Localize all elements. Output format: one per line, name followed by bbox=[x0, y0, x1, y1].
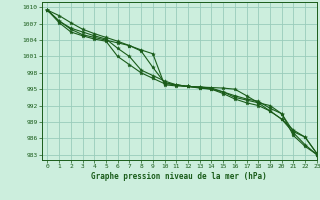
X-axis label: Graphe pression niveau de la mer (hPa): Graphe pression niveau de la mer (hPa) bbox=[91, 172, 267, 181]
